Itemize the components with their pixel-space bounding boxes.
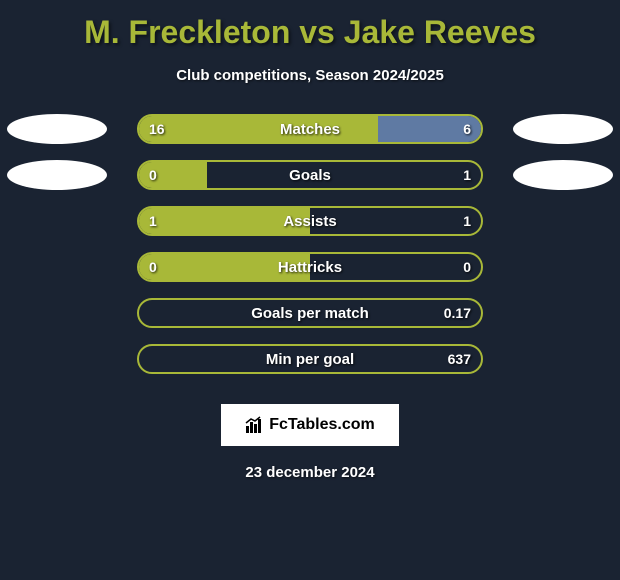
avatar-placeholder: [513, 298, 613, 328]
avatar-placeholder: [513, 206, 613, 236]
stat-bar: 01Goals: [137, 160, 483, 190]
player-avatar-right: [513, 160, 613, 190]
stat-row: 166Matches: [0, 114, 620, 144]
stat-row: 00Hattricks: [0, 252, 620, 282]
page-subtitle: Club competitions, Season 2024/2025: [176, 67, 444, 84]
avatar-placeholder: [7, 252, 107, 282]
stat-bar: 00Hattricks: [137, 252, 483, 282]
player-avatar-left: [7, 160, 107, 190]
avatar-placeholder: [7, 298, 107, 328]
avatar-placeholder: [7, 206, 107, 236]
stat-value-right: 6: [463, 116, 471, 142]
comparison-infographic: M. Freckleton vs Jake Reeves Club compet…: [0, 0, 620, 491]
avatar-placeholder: [513, 252, 613, 282]
stat-label: Min per goal: [139, 346, 481, 372]
stat-row: 637Min per goal: [0, 344, 620, 374]
logo-badge: FcTables.com: [221, 404, 399, 446]
stat-row: 01Goals: [0, 160, 620, 190]
date-label: 23 december 2024: [245, 464, 374, 481]
stat-value-left: 1: [149, 208, 157, 234]
player-avatar-left: [7, 114, 107, 144]
stat-value-right: 0.17: [444, 300, 471, 326]
stat-row: 0.17Goals per match: [0, 298, 620, 328]
player-avatar-right: [513, 114, 613, 144]
stat-bar: 0.17Goals per match: [137, 298, 483, 328]
stat-bar: 166Matches: [137, 114, 483, 144]
stat-value-right: 637: [448, 346, 471, 372]
stat-value-right: 1: [463, 162, 471, 188]
stat-value-right: 1: [463, 208, 471, 234]
stat-label: Goals per match: [139, 300, 481, 326]
chart-icon: [245, 416, 263, 434]
stat-bar: 11Assists: [137, 206, 483, 236]
stat-bar: 637Min per goal: [137, 344, 483, 374]
stat-value-left: 0: [149, 254, 157, 280]
bar-segment-left: [139, 116, 378, 142]
logo-text: FcTables.com: [269, 416, 375, 434]
stat-value-left: 0: [149, 162, 157, 188]
page-title: M. Freckleton vs Jake Reeves: [84, 14, 536, 51]
stats-chart: 166Matches01Goals11Assists00Hattricks0.1…: [0, 114, 620, 390]
stat-row: 11Assists: [0, 206, 620, 236]
bar-segment-left: [139, 208, 310, 234]
stat-value-left: 16: [149, 116, 165, 142]
bar-segment-left: [139, 254, 310, 280]
avatar-placeholder: [513, 344, 613, 374]
avatar-placeholder: [7, 344, 107, 374]
stat-value-right: 0: [463, 254, 471, 280]
